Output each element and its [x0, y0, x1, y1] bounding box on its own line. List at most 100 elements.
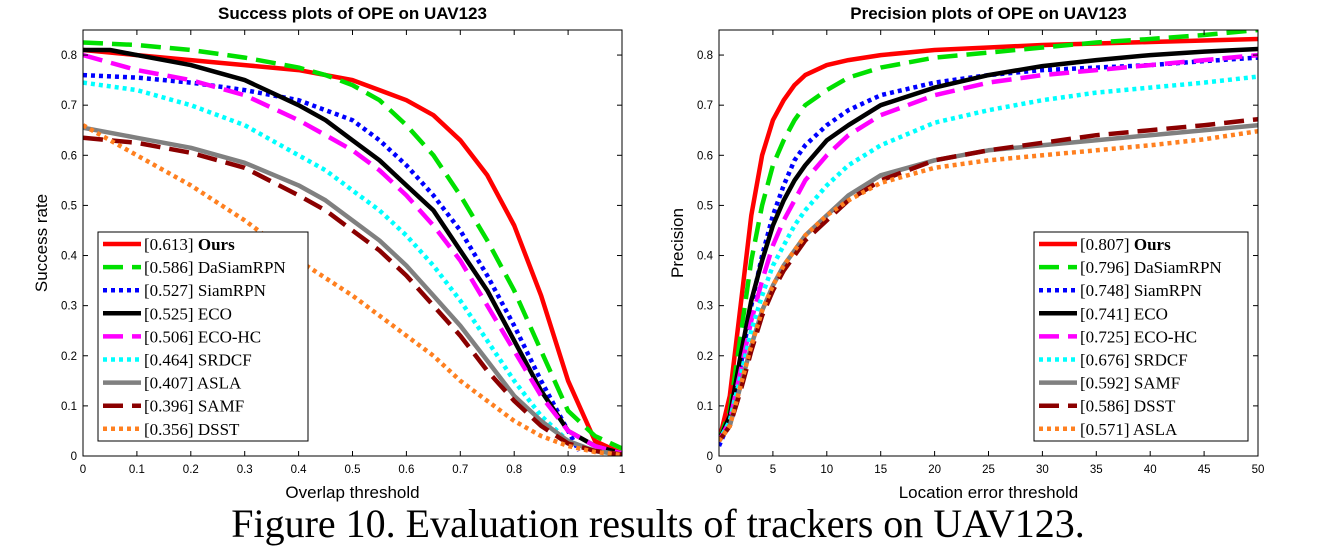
legend-entry: [0.464] SRDCF: [144, 351, 252, 370]
legend-score: 0.676: [1086, 351, 1124, 370]
legend-name: DaSiamRPN: [1134, 258, 1222, 277]
x-tick-label: 0.3: [237, 464, 253, 476]
legend-entry: [0.796] DaSiamRPN: [1080, 258, 1222, 277]
x-tick-label: 0.8: [506, 464, 522, 476]
legend-entry: [0.748] SiamRPN: [1080, 281, 1202, 300]
legend-score: 0.592: [1086, 374, 1124, 393]
y-tick-label: 0.2: [61, 351, 77, 363]
series-lines: [719, 30, 1258, 447]
y-tick-label: 0.6: [697, 150, 713, 162]
x-tick-label: 0.7: [452, 464, 468, 476]
legend-name: SRDCF: [1134, 351, 1188, 370]
legend-name: ECO-HC: [1134, 327, 1197, 346]
y-tick-label: 0.3: [61, 301, 77, 313]
y-tick-label: 0.8: [697, 50, 713, 62]
success-plot: Success plots of OPE on UAV123 Overlap th…: [32, 4, 625, 502]
chart-title: Success plots of OPE on UAV123: [218, 4, 487, 23]
legend-score: 0.613: [150, 235, 188, 254]
legend: [0.613] Ours [0.586] DaSiamRPN [0.527] Sia…: [97, 231, 309, 442]
y-tick-label: 0.5: [61, 200, 77, 212]
series-line-eco-hc: [719, 52, 1258, 443]
x-tick-label: 45: [1198, 464, 1211, 476]
series-line-dasiamrpn: [83, 40, 622, 451]
legend-name: SRDCF: [198, 351, 252, 370]
legend-score: 0.807: [1086, 235, 1125, 254]
legend-name: SiamRPN: [1134, 281, 1202, 300]
y-tick-label: 0.4: [697, 251, 714, 263]
series-line-dasiamrpn: [719, 30, 1258, 442]
legend-name: ECO: [1134, 304, 1168, 323]
x-tick-label: 50: [1252, 464, 1265, 476]
legend: [0.807] Ours [0.796] DaSiamRPN [0.748] Sia…: [1033, 231, 1249, 442]
x-tick-label: 0: [80, 464, 86, 476]
y-tick-label: 0: [71, 451, 77, 463]
legend-entry: [0.586] DSST: [1080, 397, 1176, 416]
chart-title: Precision plots of OPE on UAV123: [850, 4, 1126, 23]
x-tick-label: 1: [619, 464, 625, 476]
x-tick-label: 20: [928, 464, 941, 476]
y-tick-label: 0.8: [61, 50, 77, 62]
x-tick-label: 0.5: [345, 464, 361, 476]
legend-score: 0.586: [150, 258, 188, 277]
legend-entry: [0.407] ASLA: [144, 374, 242, 393]
legend-score: 0.525: [150, 304, 188, 323]
legend-score: 0.586: [1086, 397, 1124, 416]
legend-entry: [0.527] SiamRPN: [144, 281, 266, 300]
legend-score: 0.396: [150, 397, 188, 416]
x-axis-label: Overlap threshold: [285, 483, 419, 502]
x-tick-label: 0.1: [129, 464, 145, 476]
y-tick-label: 0.5: [697, 200, 713, 212]
legend-name: ASLA: [1133, 420, 1178, 439]
series-line-eco-hc: [83, 52, 622, 456]
series-line-eco: [719, 46, 1258, 442]
legend-score: 0.506: [150, 327, 188, 346]
series-lines: [83, 40, 622, 456]
legend-entry: [0.586] DaSiamRPN: [144, 258, 286, 277]
y-tick-label: 0.6: [61, 150, 77, 162]
y-tick-label: 0.7: [697, 100, 713, 112]
legend-name: SAMF: [198, 397, 244, 416]
legend-name: SAMF: [1134, 374, 1180, 393]
legend-entry: [0.571] ASLA: [1080, 420, 1178, 439]
y-tick-label: 0.1: [697, 401, 713, 413]
legend-entry: [0.676] SRDCF: [1080, 351, 1188, 370]
legend-name: Ours: [1134, 235, 1171, 254]
legend-name: DaSiamRPN: [198, 258, 286, 277]
legend-score: 0.356: [150, 420, 188, 439]
legend-entry: [0.613] Ours: [144, 235, 235, 254]
precision-plot: Precision plots of OPE on UAV123 Location…: [668, 4, 1264, 502]
legend-name: ECO: [198, 304, 232, 323]
legend-name: DSST: [198, 420, 240, 439]
legend-entry: [0.506] ECO-HC: [144, 327, 261, 346]
series-line-asla: [719, 128, 1258, 443]
series-line-samf: [83, 135, 622, 456]
legend-entry: [0.807] Ours: [1080, 235, 1171, 254]
legend-name: ECO-HC: [198, 327, 261, 346]
x-tick-label: 15: [874, 464, 887, 476]
y-axis-label: Precision: [668, 208, 687, 278]
legend-entry: [0.356] DSST: [144, 420, 240, 439]
x-tick-label: 0.9: [560, 464, 576, 476]
legend-name: DSST: [1134, 397, 1176, 416]
y-tick-label: 0.4: [61, 251, 78, 263]
x-tick-label: 5: [770, 464, 776, 476]
x-tick-label: 0.6: [398, 464, 414, 476]
legend-entry: [0.741] ECO: [1080, 304, 1168, 323]
legend-score: 0.464: [150, 351, 189, 370]
legend-score: 0.571: [1086, 420, 1124, 439]
series-line-srdcf: [719, 74, 1258, 443]
x-tick-label: 40: [1144, 464, 1157, 476]
x-tick-label: 0.4: [291, 464, 308, 476]
x-tick-label: 35: [1090, 464, 1103, 476]
series-line-dsst: [83, 123, 622, 456]
y-tick-label: 0.1: [61, 401, 77, 413]
legend-name: ASLA: [197, 374, 242, 393]
legend-entry: [0.525] ECO: [144, 304, 232, 323]
x-tick-label: 0.2: [183, 464, 199, 476]
x-tick-label: 25: [982, 464, 995, 476]
series-line-siamrpn: [83, 72, 581, 453]
legend-score: 0.527: [150, 281, 189, 300]
y-axis-label: Success rate: [32, 194, 51, 292]
legend-entry: [0.396] SAMF: [144, 397, 244, 416]
